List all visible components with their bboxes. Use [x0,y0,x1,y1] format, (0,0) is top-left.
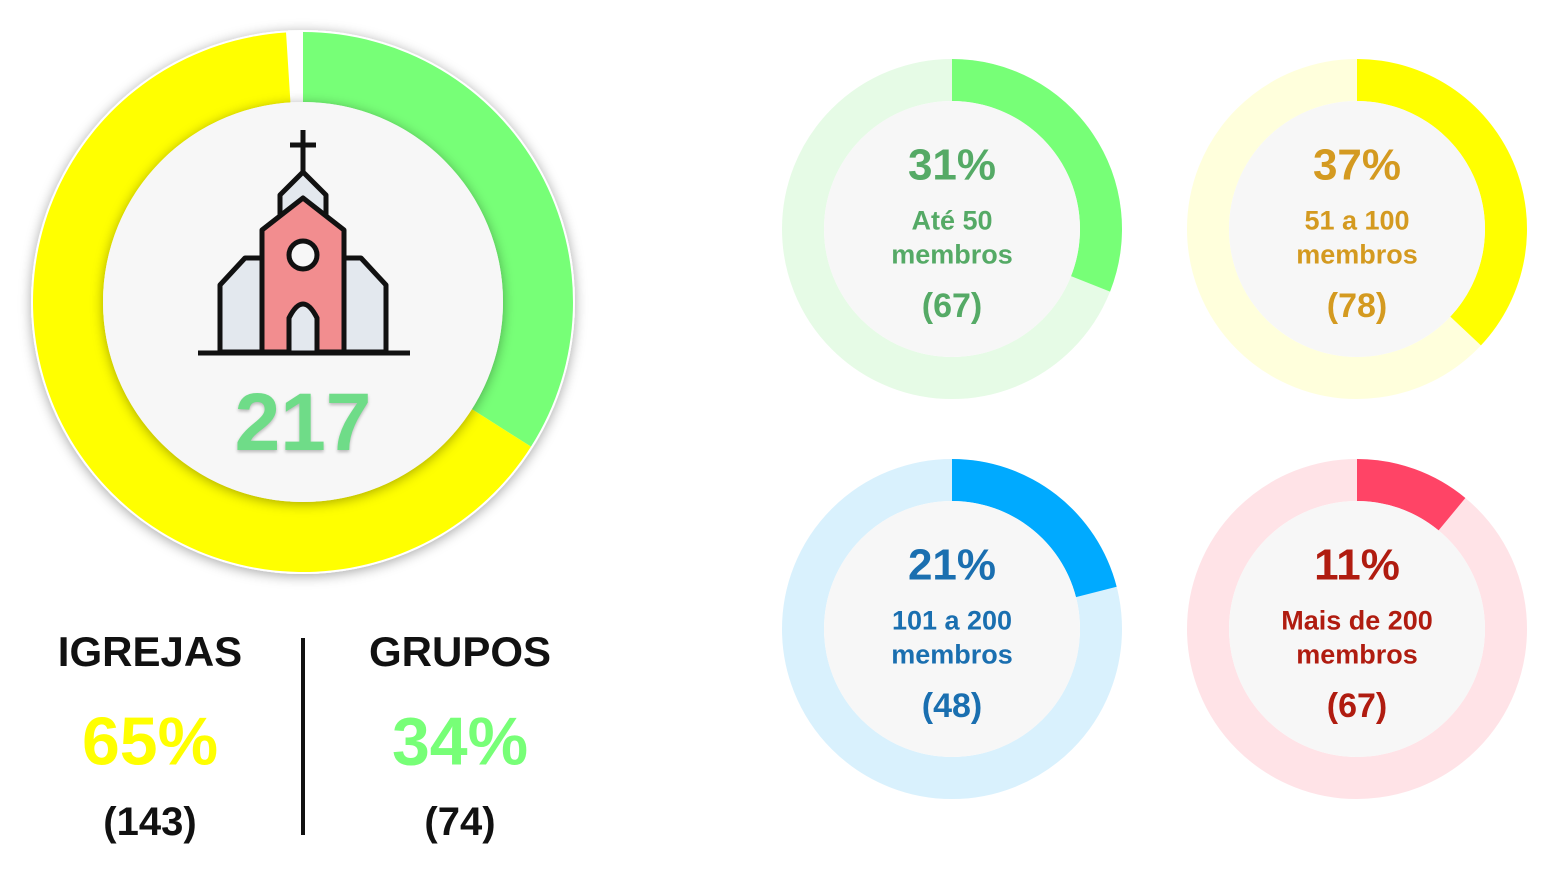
percent-label: 11% [1314,540,1400,590]
count-label: (67) [1326,686,1388,725]
gauge-arc [1357,59,1528,346]
size-label: 51 a 100 membros [1296,205,1418,269]
count-label: (67) [921,286,983,325]
percent-label: 31% [907,140,997,190]
total-count: 217 [234,376,372,468]
size-label: 101 a 200 membros [891,605,1013,669]
gauge-arc [952,59,1122,292]
count-label: (78) [1326,286,1388,325]
percent-label: 21% [907,540,997,590]
category-label: IGREJAS [57,627,243,675]
percent-label: 34% [391,703,529,780]
gauge-arc [952,459,1117,598]
size-label: Mais de 200 membros [1281,605,1433,669]
percent-label: 65% [81,703,219,780]
church-icon [198,130,410,356]
size-label: Até 50 membros [891,205,1013,269]
count-label: (143) [103,800,197,844]
category-label: GRUPOS [368,627,552,675]
donut-segment [303,32,574,447]
gauge-arc [1357,459,1466,531]
count-label: (48) [921,686,983,725]
percent-label: 37% [1312,140,1402,190]
count-label: (74) [424,800,496,844]
center-circles [103,101,1485,757]
